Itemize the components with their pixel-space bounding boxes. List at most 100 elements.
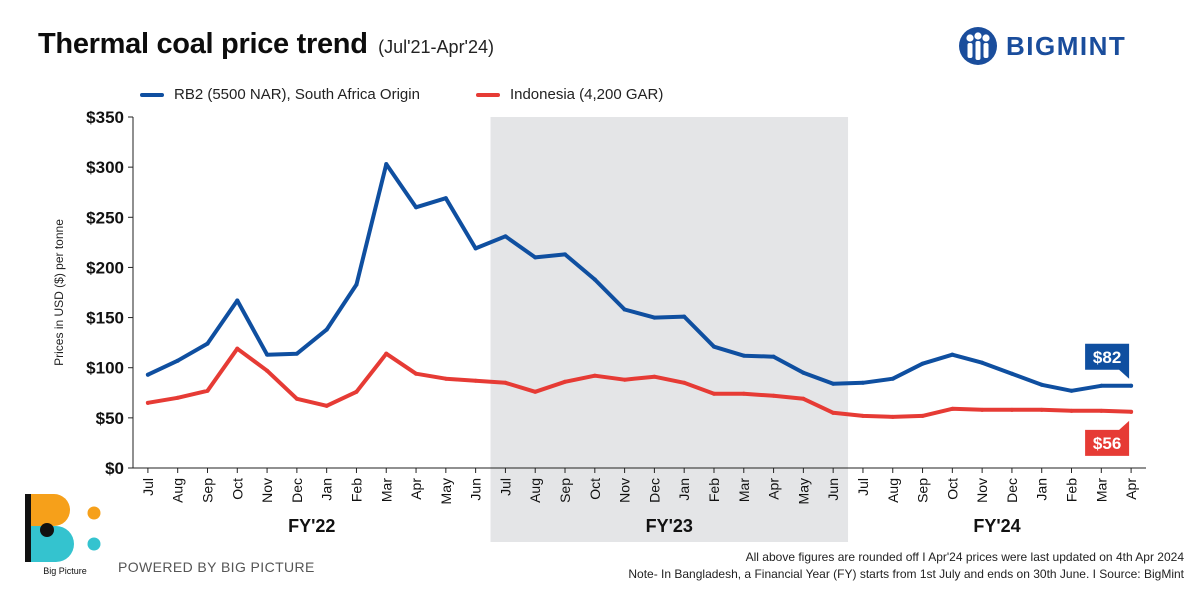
data-point [265, 352, 270, 357]
x-tick-label: Aug [885, 478, 901, 503]
bp-logo-bottom-bowl [31, 526, 74, 562]
x-tick-label: Nov [617, 478, 633, 503]
x-tick-label: Aug [527, 478, 543, 503]
data-point [265, 368, 270, 373]
data-point [711, 344, 716, 349]
x-tick-label: Sep [199, 478, 215, 503]
end-label-rb2-text: $82 [1093, 348, 1121, 367]
x-tick-label: Jun [825, 478, 841, 501]
y-tick-label: $250 [86, 208, 124, 227]
fy-band-1 [490, 117, 849, 542]
x-tick-label: Nov [974, 478, 990, 503]
data-point [592, 277, 597, 282]
data-point [1069, 388, 1074, 393]
x-tick-label: Mar [1093, 478, 1109, 502]
x-tick-label: Sep [557, 478, 573, 503]
data-point [652, 374, 657, 379]
x-tick-label: Sep [915, 478, 931, 503]
data-point [324, 327, 329, 332]
data-point [294, 396, 299, 401]
x-tick-label: Jun [468, 478, 484, 501]
data-point [980, 360, 985, 365]
data-point [414, 371, 419, 376]
data-point [503, 234, 508, 239]
x-tick-label: Dec [289, 478, 305, 503]
bigmint-brand: BIGMINT [958, 26, 1126, 66]
data-point [354, 282, 359, 287]
data-point [741, 391, 746, 396]
x-tick-label: Apr [408, 478, 424, 500]
bp-logo-dot-teal [87, 537, 101, 551]
data-point [860, 413, 865, 418]
data-point [384, 351, 389, 356]
end-label-indonesia-text: $56 [1093, 434, 1121, 453]
y-tick-label: $100 [86, 359, 124, 378]
data-point [1099, 408, 1104, 413]
data-point [920, 413, 925, 418]
big-picture-logo [25, 494, 101, 562]
data-point [473, 378, 478, 383]
series-points-0 [145, 162, 1134, 393]
bp-logo-dot-orange [87, 506, 101, 520]
data-point [801, 370, 806, 375]
series-line-0 [145, 162, 1134, 393]
data-point [592, 373, 597, 378]
footer-notes: All above figures are rounded off I Apr'… [628, 549, 1184, 583]
data-point [563, 379, 568, 384]
legend-item-rb2: RB2 (5500 NAR), South Africa Origin [140, 86, 420, 103]
data-point [711, 391, 716, 396]
bp-logo-stem [25, 494, 31, 562]
data-point [1039, 407, 1044, 412]
data-point [741, 353, 746, 358]
x-tick-label: Jul [140, 478, 156, 496]
data-point [920, 361, 925, 366]
data-point [652, 315, 657, 320]
big-picture-caption: Big Picture [43, 566, 87, 576]
data-point [1129, 409, 1134, 414]
legend-swatch-rb2 [140, 92, 164, 97]
end-label-indonesia: $56 [1085, 420, 1130, 456]
chart-title: Thermal coal price trend [38, 28, 368, 60]
end-label-rb2-box [1085, 343, 1130, 379]
data-point [682, 380, 687, 385]
data-point [235, 346, 240, 351]
legend-item-indonesia: Indonesia (4,200 GAR) [475, 86, 664, 103]
data-point [682, 314, 687, 319]
data-point [414, 205, 419, 210]
data-point [890, 376, 895, 381]
footer-note-rounding: All above figures are rounded off I Apr'… [745, 550, 1184, 564]
bp-logo-top-bowl [31, 494, 70, 526]
data-point [1009, 407, 1014, 412]
x-tick-label: Jul [497, 478, 513, 496]
y-axis-title: Prices in USD ($) per tonne [52, 219, 66, 366]
data-point [860, 380, 865, 385]
bigmint-logo-icon [959, 27, 997, 65]
data-point [1039, 382, 1044, 387]
data-point [1069, 408, 1074, 413]
fy-label-1: FY'23 [646, 516, 693, 536]
legend-label-indonesia: Indonesia (4,200 GAR) [509, 86, 664, 103]
y-tick-label: $50 [96, 409, 124, 428]
x-tick-label: Mar [736, 478, 752, 502]
x-tick-label: Mar [378, 478, 394, 502]
data-point [771, 393, 776, 398]
data-point [622, 377, 627, 382]
y-tick-label: $350 [86, 108, 124, 127]
bp-logo-dot-dark [40, 523, 54, 537]
x-tick-label: Apr [1123, 478, 1139, 500]
data-point [145, 400, 150, 405]
data-point [533, 255, 538, 260]
data-point [890, 414, 895, 419]
x-tick-label: Apr [766, 478, 782, 500]
data-point [443, 376, 448, 381]
data-point [324, 403, 329, 408]
data-point [503, 380, 508, 385]
data-point [801, 396, 806, 401]
data-point [235, 298, 240, 303]
x-tick-label: May [438, 478, 454, 504]
x-tick-label: Feb [348, 478, 364, 502]
data-point [831, 410, 836, 415]
data-point [563, 252, 568, 257]
data-point [950, 406, 955, 411]
data-point [384, 162, 389, 167]
